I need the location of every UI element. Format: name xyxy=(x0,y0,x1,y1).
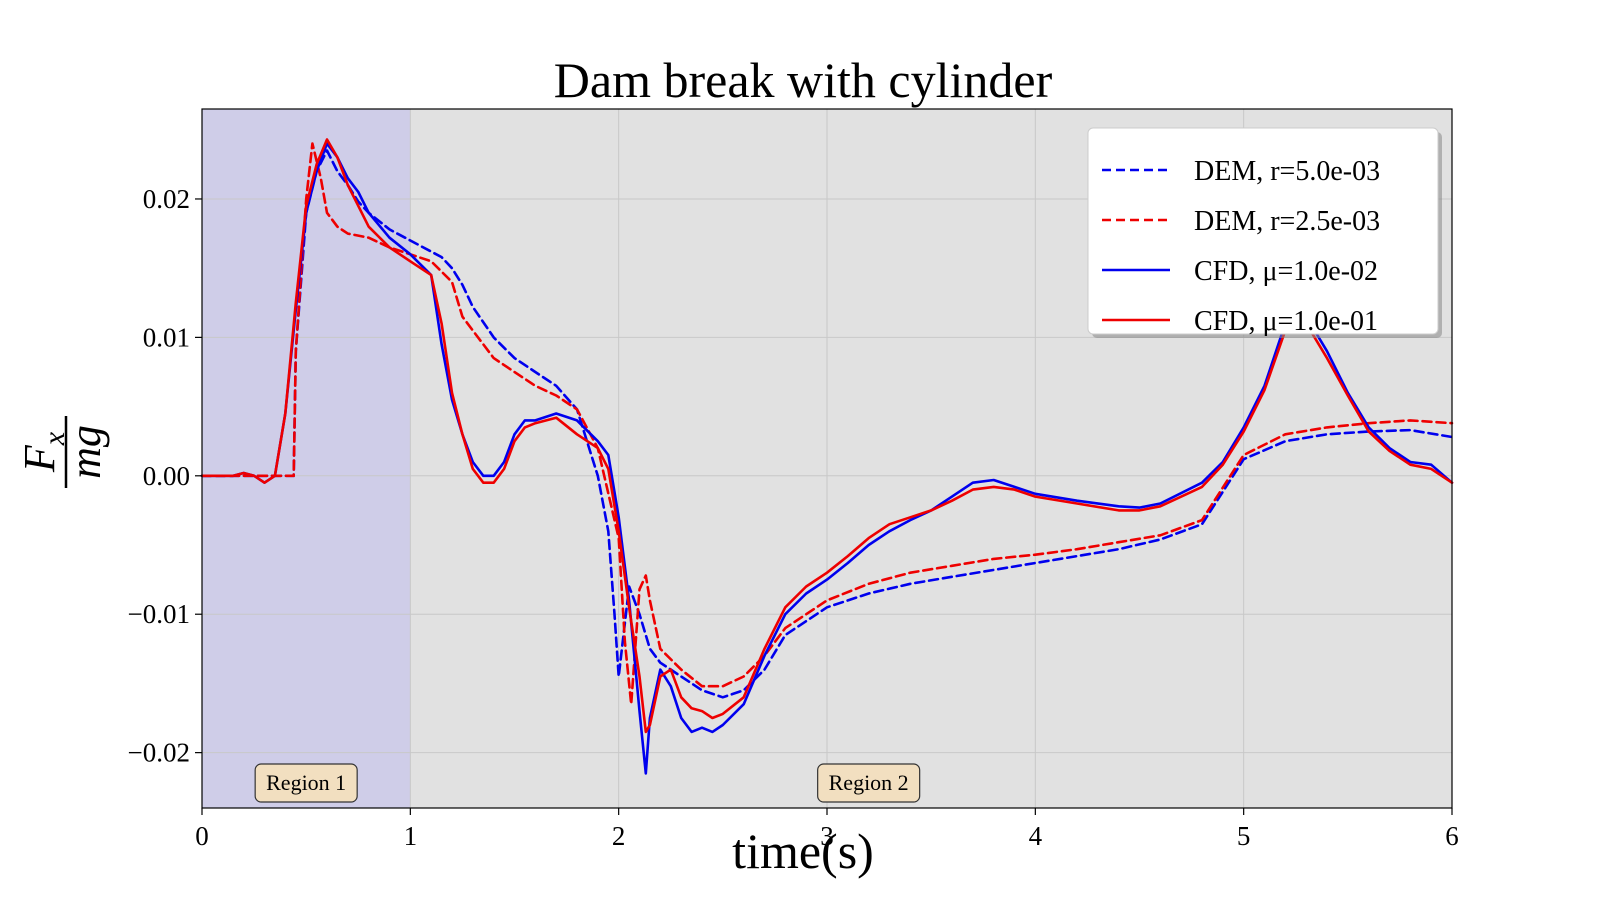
y-tick-label: 0.02 xyxy=(143,184,190,214)
region-label-text: Region 2 xyxy=(829,770,909,795)
y-axis-label-denominator: mg xyxy=(61,425,110,479)
ticks-layer: 0 1 2 3 4 5 6 −0.02 −0.01 0.00 0.01 0.02 xyxy=(128,184,1459,851)
series-line-1 xyxy=(200,149,1454,699)
x-tick-label: 3 xyxy=(820,821,834,851)
y-tick-label: −0.01 xyxy=(128,599,190,629)
x-tick-label: 6 xyxy=(1445,821,1459,851)
legend: DEM, r=5.0e-03 DEM, r=2.5e-03 CFD, μ=1.0e-… xyxy=(1087,127,1442,338)
region-label-box xyxy=(817,763,921,803)
series-layer xyxy=(200,138,1454,775)
series-line-2 xyxy=(200,142,1454,706)
y-tick-label: 0.00 xyxy=(143,461,190,491)
y-tick-label: −0.02 xyxy=(128,738,190,768)
y-axis-label-numerator: Fx xyxy=(15,431,71,473)
y-axis-label: Fx mg xyxy=(15,416,110,488)
series-line-3 xyxy=(200,142,1454,775)
region-label-text: Region 1 xyxy=(266,770,346,795)
legend-label-4: CFD, μ=1.0e-01 xyxy=(1194,306,1378,337)
x-tick-label: 4 xyxy=(1029,821,1043,851)
series-line-4 xyxy=(200,138,1454,734)
x-tick-label: 5 xyxy=(1237,821,1251,851)
legend-label-3: CFD, μ=1.0e-02 xyxy=(1194,256,1378,287)
region-label-1: Region 1 xyxy=(254,763,358,803)
x-tick-label: 1 xyxy=(404,821,418,851)
chart-title: Dam break with cylinder xyxy=(554,52,1053,108)
legend-label-1: DEM, r=5.0e-03 xyxy=(1194,156,1380,187)
x-tick-label: 2 xyxy=(612,821,626,851)
y-tick-label: 0.01 xyxy=(143,322,190,352)
x-tick-label: 0 xyxy=(195,821,209,851)
region-labels-layer: Region 1 Region 2 xyxy=(254,763,921,803)
legend-label-2: DEM, r=2.5e-03 xyxy=(1194,206,1380,237)
x-axis-label: time(s) xyxy=(732,823,874,879)
legend-box xyxy=(1087,127,1439,335)
region-label-box xyxy=(254,763,358,803)
region-label-2: Region 2 xyxy=(817,763,921,803)
